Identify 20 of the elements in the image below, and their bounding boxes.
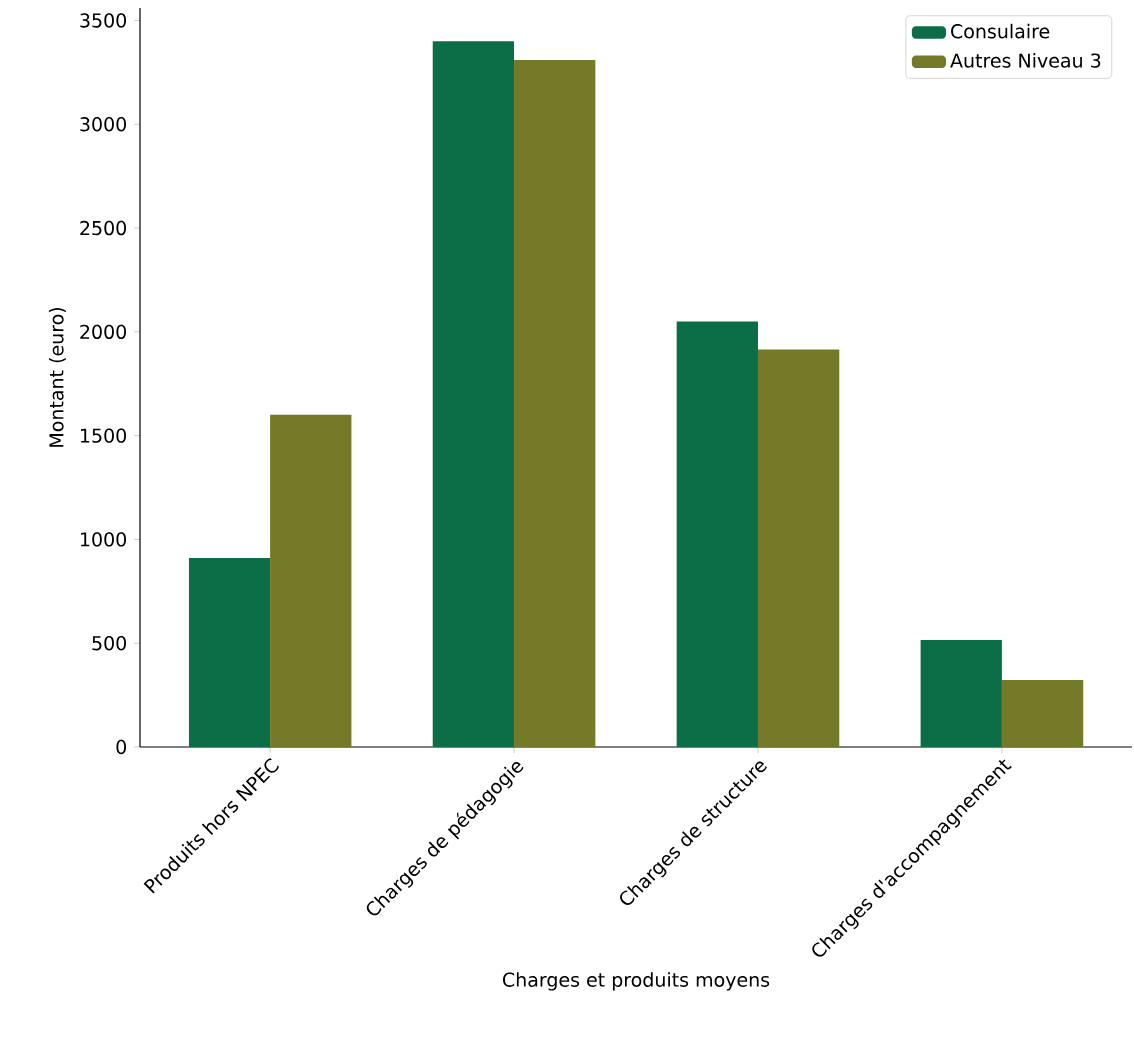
y-tick-label: 0 — [116, 739, 126, 755]
y-tick-label: 3000 — [80, 117, 126, 132]
y-tick-label: 500 — [92, 636, 126, 651]
y-axis-title: Montant (euro) — [48, 307, 66, 447]
y-tick-label: 1000 — [81, 532, 126, 547]
y-tick-label: 2000 — [80, 324, 126, 340]
y-tick-label: 2500 — [80, 220, 126, 236]
bar — [432, 41, 515, 747]
y-tick-label: 1500 — [81, 428, 126, 443]
x-axis-title: Charges et produits moyens — [503, 972, 770, 991]
bar — [757, 349, 840, 747]
legend-label: Autres Niveau 3 — [950, 53, 1101, 68]
bar — [270, 414, 352, 747]
bar — [676, 321, 758, 747]
y-tick-label: 3500 — [80, 13, 126, 28]
legend-label: Consulaire — [951, 23, 1050, 39]
bar — [1001, 679, 1084, 747]
bar — [188, 558, 271, 747]
bar — [514, 59, 596, 747]
bar — [920, 640, 1002, 747]
